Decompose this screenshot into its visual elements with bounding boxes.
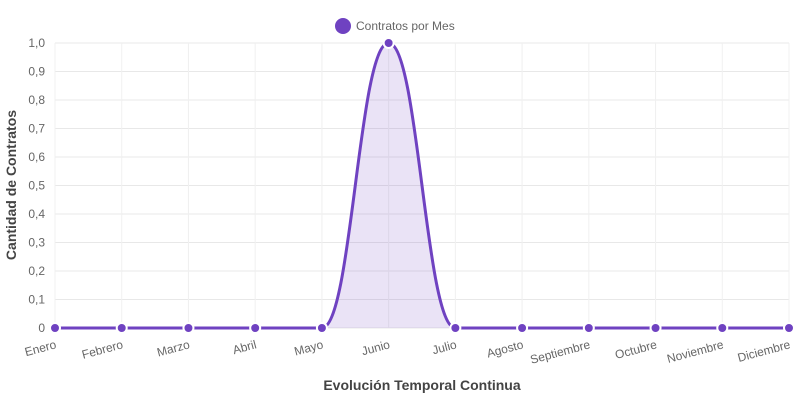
x-tick-label: Octubre [613,337,658,362]
data-point[interactable] [49,322,61,334]
data-point[interactable] [382,37,395,49]
x-tick-label: Mayo [293,337,325,358]
x-tick-label: Julio [431,337,459,357]
data-point[interactable] [182,322,195,334]
x-tick-label: Septiembre [529,337,592,366]
y-tick-label: 0 [38,321,45,335]
y-tick-label: 0,8 [28,93,45,107]
x-tick-label: Agosto [485,337,525,360]
series-points [49,37,795,334]
legend[interactable]: Contratos por Mes [335,18,455,34]
x-tick-label: Marzo [155,337,191,359]
data-point[interactable] [649,322,662,334]
x-tick-label: Diciembre [736,337,792,365]
x-tick-label: Noviembre [665,337,725,366]
data-point[interactable] [582,322,595,334]
x-axis-title: Evolución Temporal Continua [323,377,521,393]
data-point[interactable] [449,322,462,334]
x-tick-label: Junio [360,337,392,358]
x-tick-label: Enero [23,337,58,359]
y-axis-title: Cantidad de Contratos [3,110,19,260]
x-tick-label: Febrero [80,337,125,361]
y-tick-label: 0,1 [28,293,45,307]
y-tick-label: 0,7 [28,122,45,136]
y-tick-label: 0,5 [28,179,45,193]
y-tick-label: 0,2 [28,264,45,278]
x-axis-ticks: Enero Febrero Marzo Abril Mayo Junio Julio Agos… [23,337,792,366]
data-point[interactable] [516,322,529,334]
y-axis-ticks: 0 0,1 0,2 0,3 0,4 0,5 0,6 0,7 0,8 0,9 1,0 [28,36,45,335]
data-point[interactable] [315,322,328,334]
y-tick-label: 1,0 [28,36,45,50]
y-tick-label: 0,3 [28,236,45,250]
data-point[interactable] [716,322,729,334]
data-point[interactable] [783,322,795,334]
legend-label: Contratos por Mes [356,19,455,33]
x-tick-label: Abril [231,337,258,357]
y-tick-label: 0,4 [28,207,45,221]
y-tick-label: 0,9 [28,65,45,79]
y-tick-label: 0,6 [28,150,45,164]
data-point[interactable] [115,322,128,334]
data-point[interactable] [249,322,262,334]
legend-marker [335,18,351,34]
